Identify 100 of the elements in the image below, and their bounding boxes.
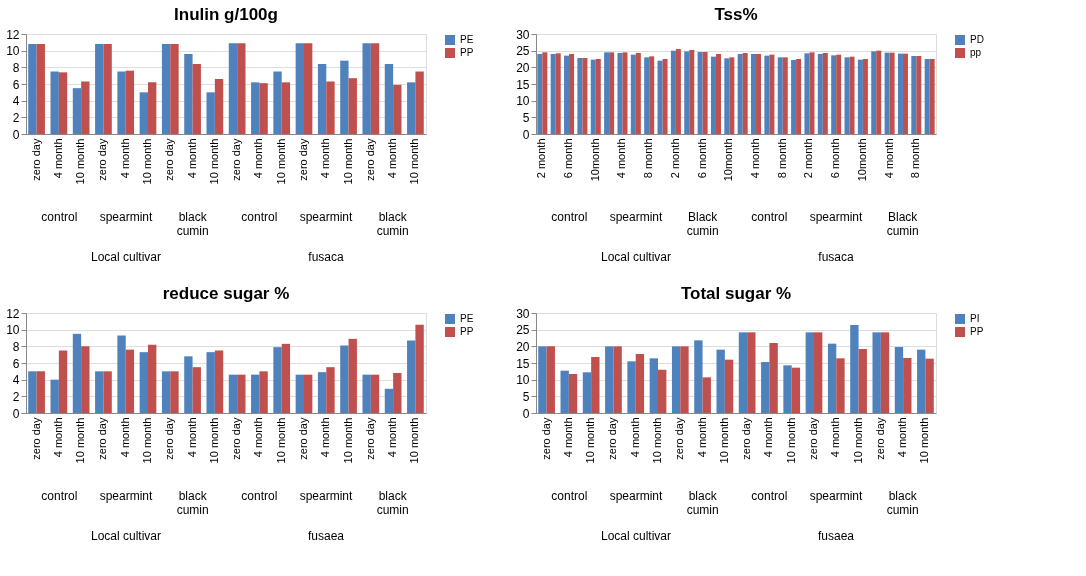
- x-tick-label: 4 month: [749, 138, 762, 179]
- bar: [281, 82, 291, 134]
- bar: [317, 64, 327, 134]
- y-tick-label: 10: [6, 323, 20, 338]
- x-tick-label: 8 month: [642, 138, 655, 179]
- x-tick-label: 10 month: [141, 417, 154, 464]
- bar: [228, 43, 238, 134]
- x-tick-label: 10 month: [651, 417, 664, 464]
- bar: [880, 332, 890, 413]
- bar: [237, 374, 246, 413]
- text: spearmint: [299, 489, 354, 503]
- bar: [393, 84, 402, 134]
- bar: [805, 332, 814, 413]
- text: control: [551, 210, 588, 224]
- bar: [237, 43, 246, 134]
- x-tick-label: 10 month: [408, 138, 421, 185]
- bar: [783, 365, 792, 413]
- text: spearmint: [609, 210, 664, 224]
- bar: [769, 54, 775, 134]
- text: black cumin: [376, 489, 409, 517]
- bar: [622, 52, 628, 134]
- bar: [384, 64, 394, 134]
- bar: [751, 54, 757, 134]
- bar: [916, 56, 922, 134]
- bar: [139, 92, 149, 134]
- x-tick-label: 2 month: [802, 138, 815, 179]
- x-tick-label: zero day: [740, 417, 753, 460]
- bar: [630, 54, 636, 134]
- text: spearmint: [99, 489, 154, 503]
- bar: [415, 324, 424, 413]
- bar: [658, 369, 667, 413]
- bar: [791, 60, 797, 134]
- x-tick-label: zero day: [806, 417, 819, 460]
- x-tick-label: 4 month: [695, 417, 708, 458]
- x-tick-label: 10 month: [584, 417, 597, 464]
- text: fusaca: [818, 250, 854, 264]
- y-tick-label: 10: [6, 44, 20, 59]
- x-tick-label: 10 month: [408, 417, 421, 464]
- y-tick-label: 4: [12, 373, 20, 388]
- bar: [627, 361, 636, 413]
- bar: [903, 358, 912, 413]
- bar: [407, 340, 416, 413]
- x-tick-label: 4 month: [561, 417, 574, 458]
- bar: [273, 347, 282, 413]
- x-tick-label: 10 month: [341, 138, 354, 185]
- bar: [560, 370, 569, 413]
- x-tick-label: zero day: [363, 417, 376, 460]
- bar: [148, 344, 157, 413]
- text: black cumin: [176, 489, 209, 517]
- bar: [161, 44, 171, 134]
- bar: [836, 358, 845, 413]
- bar: [550, 54, 556, 134]
- x-tick-label: 4 month: [118, 138, 131, 179]
- bar: [192, 367, 201, 413]
- y-tick-label: 30: [516, 27, 530, 42]
- x-tick-label: 4 month: [615, 138, 628, 179]
- bar: [876, 50, 882, 134]
- bar: [251, 374, 260, 413]
- bar: [782, 57, 788, 134]
- bar: [103, 44, 112, 134]
- x-tick-label: zero day: [163, 417, 176, 460]
- bar: [555, 53, 561, 134]
- bar: [742, 53, 748, 134]
- bar: [889, 52, 895, 134]
- bar: [613, 346, 622, 413]
- x-tick-label: 10 month: [207, 138, 220, 185]
- bar: [644, 57, 650, 134]
- x-tick-label: 4 month: [882, 138, 895, 179]
- y-tick-label: 30: [516, 306, 530, 321]
- x-tick-label: 10 month: [784, 417, 797, 464]
- bar: [917, 349, 926, 413]
- bar: [206, 352, 215, 413]
- text: black cumin: [886, 489, 919, 517]
- bar: [635, 354, 645, 413]
- bar: [348, 338, 357, 413]
- text: spearmint: [299, 210, 354, 224]
- bar: [670, 50, 676, 134]
- bar: [415, 71, 424, 134]
- bar: [326, 81, 335, 134]
- bar: [36, 44, 45, 134]
- legend-label: PE: [460, 313, 474, 324]
- bar: [281, 343, 291, 413]
- bar: [827, 343, 837, 413]
- bar: [36, 371, 45, 413]
- text: Local cultivar: [90, 250, 162, 264]
- bar: [95, 371, 104, 413]
- chart-title: Inulin g/100g: [174, 5, 278, 24]
- bar: [911, 56, 917, 134]
- x-tick-label: 4 month: [386, 417, 399, 458]
- bar: [657, 60, 663, 134]
- x-tick-label: zero day: [673, 417, 686, 460]
- bar: [50, 71, 59, 134]
- x-tick-label: 4 month: [51, 417, 64, 458]
- x-tick-label: zero day: [296, 138, 309, 181]
- bar: [894, 347, 904, 413]
- y-tick-label: 10: [516, 373, 530, 388]
- bar: [184, 356, 193, 413]
- x-tick-label: zero day: [539, 417, 552, 460]
- bar: [72, 333, 82, 413]
- x-tick-label: 6 month: [695, 138, 708, 179]
